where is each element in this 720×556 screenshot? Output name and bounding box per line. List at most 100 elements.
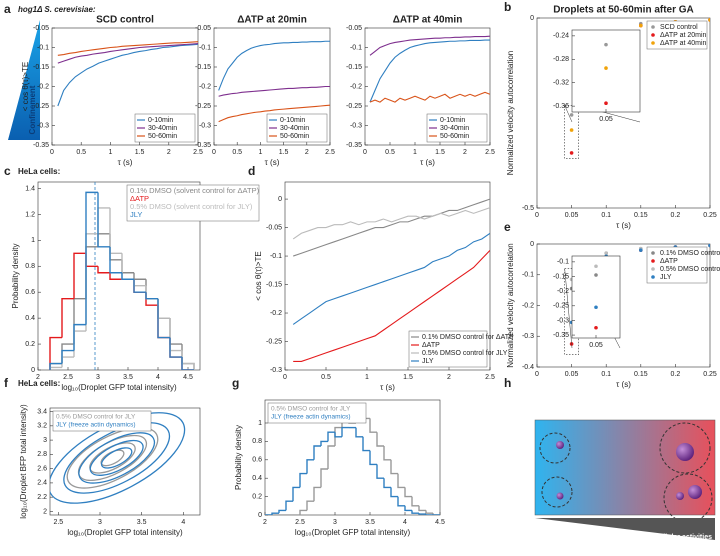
- x-tick-label: 0: [283, 374, 287, 381]
- legend-label: JLY (freeze actin dynamics): [271, 414, 351, 421]
- y-tick-label: 3: [43, 437, 47, 444]
- legend-box: [646, 246, 708, 284]
- point: [604, 251, 608, 256]
- y-tick-label: -0.1: [199, 44, 211, 51]
- point: [594, 305, 598, 310]
- line: [57, 43, 198, 64]
- confinement-wedge: [8, 20, 40, 140]
- y-tick-label: 0.8: [252, 438, 262, 445]
- y-tick-label: -0.2: [557, 288, 569, 295]
- legend-label: SCD control: [660, 24, 698, 31]
- point: [594, 273, 598, 277]
- bin: [278, 509, 286, 514]
- y-tick-label: -0.2: [270, 310, 282, 317]
- line: [369, 91, 490, 103]
- bin: [306, 459, 314, 474]
- y-tick-label: -0.3: [199, 122, 211, 129]
- y-tick-label: -0.24: [553, 33, 569, 40]
- legend-swatch: [651, 267, 655, 271]
- legend: 0.1% DMSO (solvent control for ΔATP)ΔATP…: [126, 184, 260, 222]
- legend-label: 30-40min: [280, 125, 309, 132]
- panel-label: e: [504, 220, 511, 234]
- y-tick-label: 1: [258, 420, 262, 427]
- bin: [61, 297, 74, 338]
- y-tick-label: -0.15: [195, 64, 211, 71]
- x-tick-label: 0.5: [385, 149, 395, 156]
- x-tick-label: 0.05: [599, 116, 613, 123]
- contour: [89, 439, 144, 476]
- x-tick-label: 0.2: [671, 371, 681, 378]
- x-tick-label: 1.5: [279, 149, 289, 156]
- x-tick-label: 0.15: [634, 371, 648, 378]
- x-tick-label: 1: [413, 149, 417, 156]
- y-tick-label: 2.4: [37, 480, 47, 487]
- y-tick-label: -0.1: [37, 44, 49, 51]
- bin: [418, 513, 426, 515]
- y-axis-label: Probability density: [11, 244, 20, 309]
- point: [594, 325, 598, 330]
- legend-swatch: [651, 275, 655, 279]
- legend-box: [267, 402, 367, 424]
- chart: 0 0.5 1 1.5 2 2.5 -0.35 -0.3 -0.25 -0.2 -0.15 -0.1 -…: [21, 15, 203, 167]
- bin: [61, 349, 74, 364]
- droplet: [556, 492, 564, 500]
- line: [57, 41, 198, 56]
- activity-label: ATP-dependent cellular activities: [602, 534, 712, 541]
- point: [569, 151, 574, 155]
- bin: [425, 510, 433, 514]
- line: [57, 43, 198, 107]
- droplet-cage: [659, 422, 711, 474]
- y-tick-label: -0.2: [199, 83, 211, 90]
- panel-label: g: [232, 376, 239, 390]
- chart: 2 2.5 3 3.5 4 4.5 0 0.2 0.4 0.6 0.8 1 1.2 1.4 log₁₀(Dr…: [11, 181, 260, 392]
- chart-title: ΔATP at 20min: [237, 15, 307, 26]
- y-tick-label: -0.25: [33, 103, 49, 110]
- x-axis-label: log₁₀(Droplet GFP total intensity): [295, 528, 411, 537]
- bin: [181, 357, 194, 370]
- x-tick-label: 4: [156, 374, 160, 381]
- y-tick-label: 0: [258, 512, 262, 519]
- bin: [404, 487, 412, 498]
- y-tick-label: 0: [31, 367, 35, 374]
- y-tick-label: 0.4: [252, 475, 262, 482]
- y-tick-label: -0.35: [195, 142, 211, 149]
- y-tick-label: -0.05: [266, 224, 282, 231]
- panel-label: c: [4, 164, 11, 178]
- legend-label: 50-60min: [440, 133, 469, 140]
- y-axis-label: < cos θ(τ)>TE: [254, 251, 263, 300]
- y-tick-label: -0.05: [195, 25, 211, 32]
- y-tick-label: -0.1: [350, 44, 362, 51]
- point: [708, 244, 710, 248]
- x-tick-label: 1.5: [135, 149, 145, 156]
- x-axis-label: log₁₀(Droplet GFP total intensity): [61, 383, 177, 392]
- chart: 2.5 3 3.5 4 2 2.2 2.4 2.6 2.8 3 3.2 3.4 log₁₀(Drople…: [19, 404, 201, 537]
- line: [292, 207, 490, 240]
- x-tick-label: 4.5: [183, 374, 193, 381]
- plot-area: [50, 412, 186, 504]
- bin: [109, 246, 122, 274]
- x-tick-label: 2: [463, 149, 467, 156]
- bin: [299, 472, 307, 488]
- legend-swatch: [651, 41, 655, 45]
- legend-box: [408, 330, 488, 368]
- caption: HeLa cells:: [18, 379, 60, 388]
- bin: [369, 450, 377, 466]
- legend-box: [52, 410, 152, 432]
- bin: [376, 432, 384, 447]
- y-tick-label: -0.2: [350, 83, 362, 90]
- legend-label: 0.5% DMSO (solvent control for JLY): [130, 202, 253, 211]
- legend-label: 0.1% DMSO control: [660, 250, 720, 257]
- y-tick-label: -0.25: [266, 338, 282, 345]
- y-tick-label: -0.1: [522, 272, 534, 279]
- point: [594, 264, 598, 269]
- x-tick-label: 0.1: [601, 371, 611, 378]
- point: [604, 42, 608, 47]
- legend-label: JLY: [422, 358, 434, 365]
- bin: [411, 496, 419, 507]
- x-tick-label: 2: [167, 149, 171, 156]
- bin: [418, 505, 426, 512]
- legend-label: 30-40min: [148, 125, 177, 132]
- y-tick-label: -0.2: [522, 302, 534, 309]
- y-tick-label: -0.15: [553, 273, 569, 280]
- bin: [341, 426, 349, 437]
